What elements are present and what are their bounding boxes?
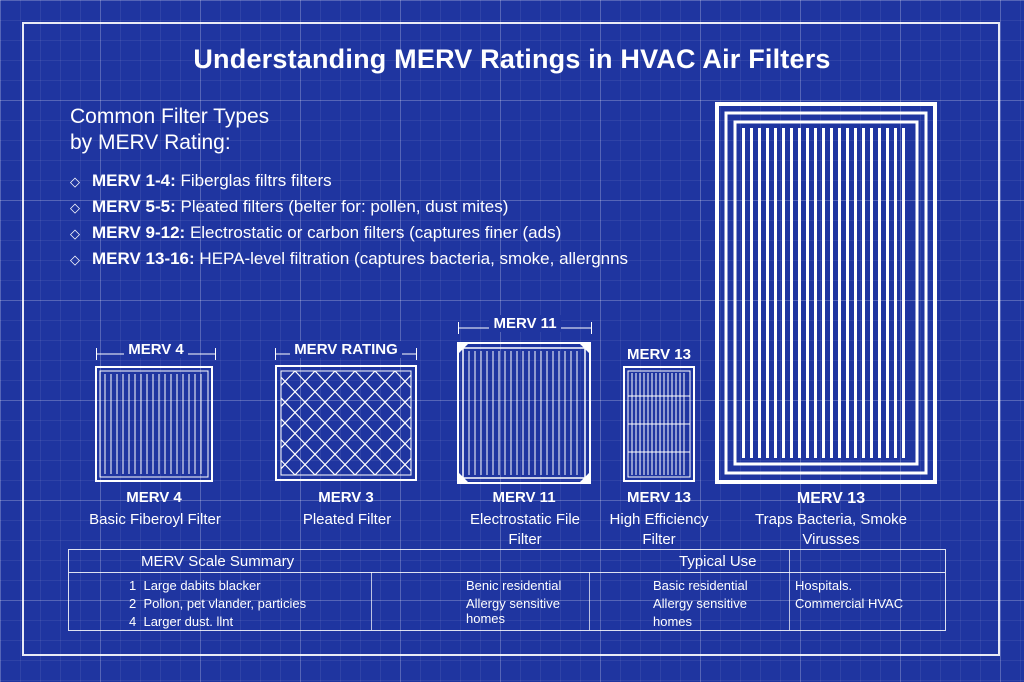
typical-use-header: Typical Use [679, 553, 757, 570]
electrostatic-filter-drawing [457, 342, 591, 484]
diamond-bullet-icon: ◇ [70, 252, 80, 267]
use-cell: Basic residential [653, 578, 748, 593]
use-cell: Allergy sensitive [466, 596, 560, 611]
merv-summary-table: MERV Scale Summary Typical Use 1 Large d… [68, 549, 946, 631]
list-item: ◇ MERV 9-12: Electrostatic or carbon filt… [70, 220, 628, 246]
use-cell: Hospitals. [795, 578, 853, 593]
hepa-filter-drawing [715, 102, 937, 484]
page-title: Understanding MERV Ratings in HVAC Air F… [193, 44, 831, 74]
dimension-label: MERV 4 [96, 341, 216, 358]
dimension-label: MERV 13 [627, 346, 691, 363]
use-cell: Allergy sensitive [653, 596, 747, 611]
filter-merv-label: MERV 11 [492, 489, 556, 506]
column-divider [789, 550, 790, 630]
diamond-bullet-icon: ◇ [70, 174, 80, 189]
filter-description: Pleated Filter [302, 511, 392, 528]
table-row: 2 Pollon, pet vlander, particies [129, 596, 307, 611]
list-item: ◇ MERV 5-5: Pleated filters (belter for: … [70, 194, 628, 220]
filter-merv-label: MERV 4 [126, 489, 182, 506]
dimension-label: MERV 11 [458, 315, 592, 332]
heading-line-1: Common Filter Types [70, 105, 270, 128]
column-divider [371, 572, 372, 630]
filter-merv-label: MERV 13 [796, 490, 866, 507]
filter-merv-label: MERV 13 [627, 489, 691, 506]
dimension-label: MERV RATING [275, 341, 417, 358]
list-item: ◇ MERV 13-16: HEPA-level filtration (capt… [70, 246, 628, 272]
use-cell: Commercial HVAC [795, 596, 904, 611]
filter-types-heading: Common Filter Types by MERV Rating: [70, 104, 269, 156]
blueprint-frame [22, 22, 1000, 656]
summary-header: MERV Scale Summary [141, 553, 295, 570]
filter-description: Basic Fiberoyl Filter [89, 511, 221, 528]
filter-merv-label: MERV 3 [318, 489, 374, 506]
table-row: 1 Large dabits blacker [129, 578, 261, 593]
table-row: 4 Larger dust. llnt [129, 614, 234, 629]
use-cell: homes [466, 611, 506, 626]
column-divider [589, 572, 590, 630]
use-cell: Benic residential [466, 578, 562, 593]
heading-line-2: by MERV Rating: [70, 131, 231, 154]
filter-description: Traps Bacteria, Smoke Virusses [755, 511, 907, 548]
use-cell: homes [653, 614, 693, 629]
list-item: ◇ MERV 1-4: Fiberglas filtrs filters [70, 168, 628, 194]
pleated-filter-drawing [275, 365, 417, 481]
filter-description: High Efficiency Filter [609, 511, 709, 548]
diamond-bullet-icon: ◇ [70, 226, 80, 241]
filter-description: Electrostatic File Filter [469, 511, 581, 548]
fiberglass-filter-drawing [95, 366, 213, 482]
table-header-divider [69, 572, 945, 573]
merv-type-list: ◇ MERV 1-4: Fiberglas filtrs filters ◇ MER… [70, 168, 628, 272]
diamond-bullet-icon: ◇ [70, 200, 80, 215]
high-efficiency-filter-drawing [623, 366, 695, 482]
